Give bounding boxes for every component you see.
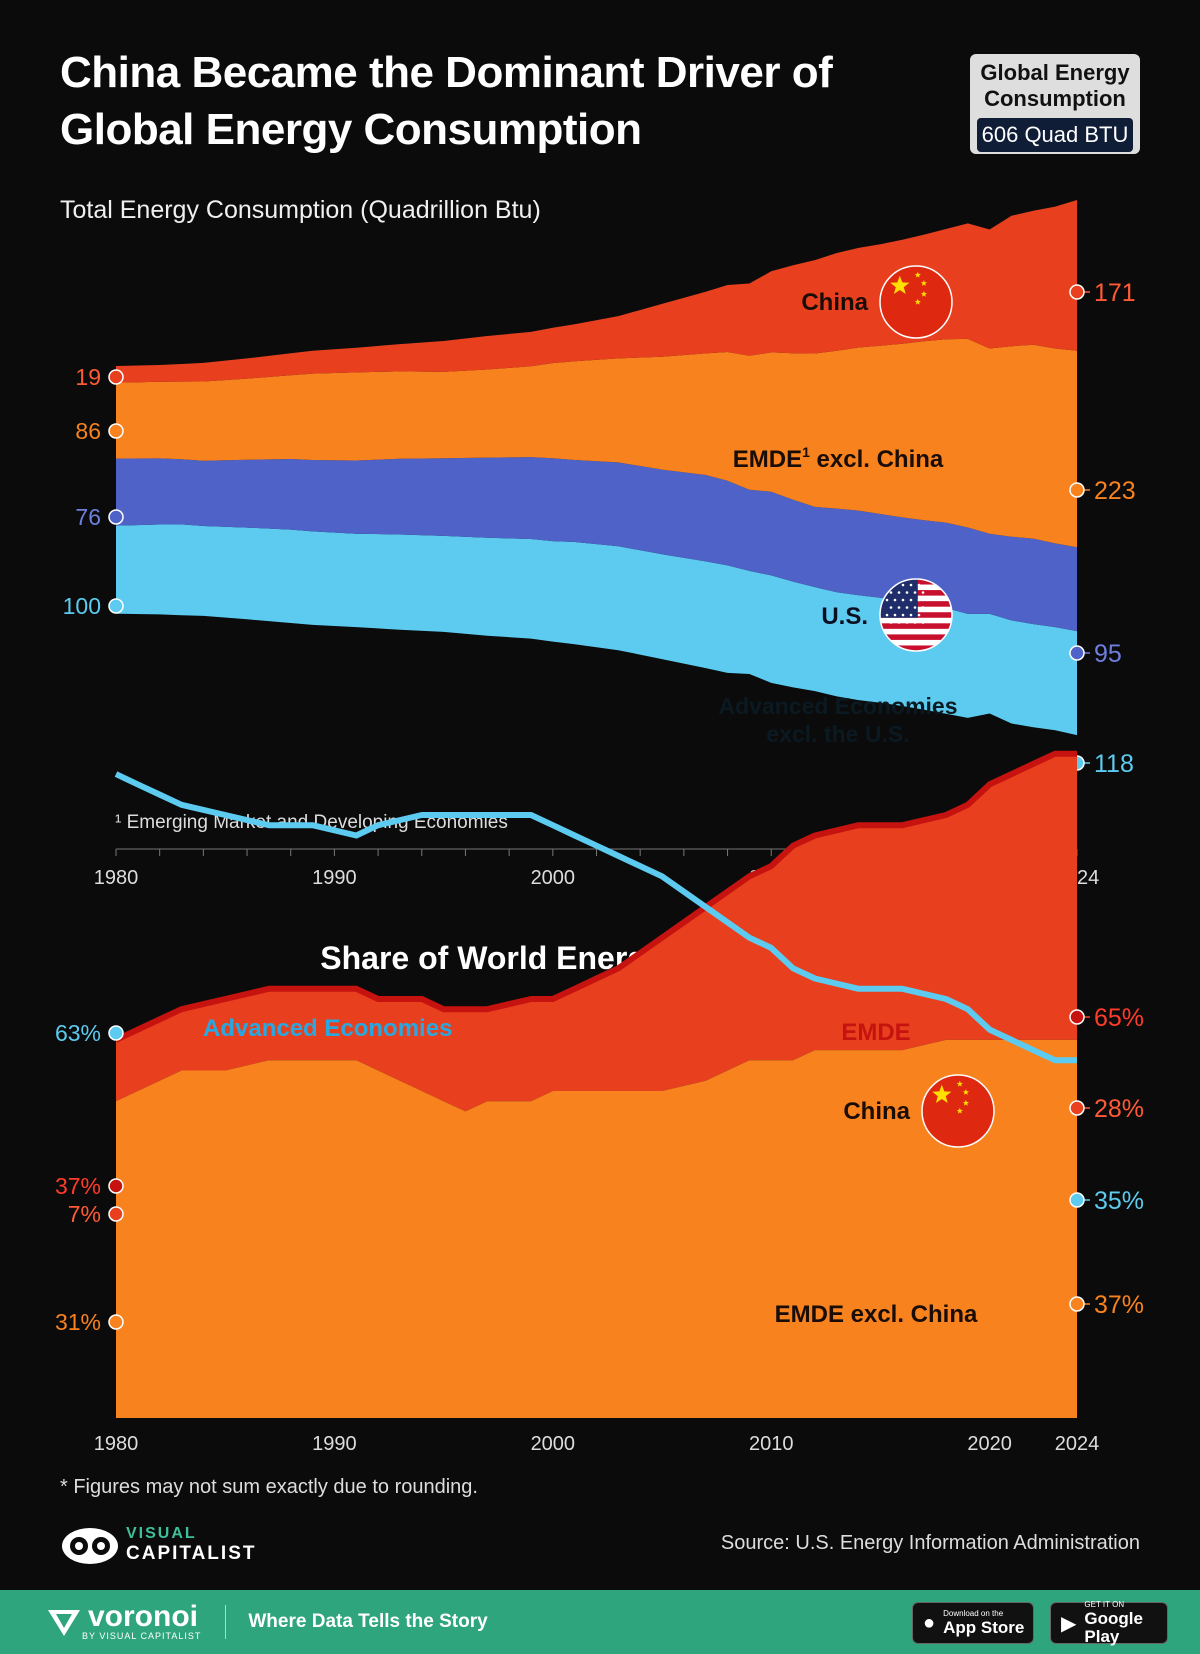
voronoi-icon xyxy=(48,1610,80,1636)
share-end-dot xyxy=(1069,1009,1085,1025)
share-start-label: 7% xyxy=(68,1201,101,1227)
share-start-label: 31% xyxy=(55,1309,101,1335)
share-start-label: 37% xyxy=(55,1173,101,1199)
series-start-dot xyxy=(108,509,124,525)
series-start-dot xyxy=(108,598,124,614)
visual-capitalist-icon xyxy=(62,1528,118,1564)
share-start-dot xyxy=(108,1025,124,1041)
emde-line-label: EMDE xyxy=(841,1019,910,1046)
voronoi-wordmark: voronoi xyxy=(88,1599,198,1633)
china-area-label: China xyxy=(801,289,868,316)
source-note: Source: U.S. Energy Information Administ… xyxy=(720,1532,1140,1554)
x-tick-label: 2020 xyxy=(967,1433,1012,1455)
total-consumption-badge: Global Energy Consumption 606 Quad BTU xyxy=(970,54,1140,154)
voronoi-by-line: BY VISUAL CAPITALIST xyxy=(82,1630,202,1641)
voronoi-logo[interactable]: voronoi BY VISUAL CAPITALIST xyxy=(46,1601,202,1641)
series-start-dot xyxy=(108,369,124,385)
x-tick-label: 1990 xyxy=(312,1433,357,1455)
app-store-small: Download on the xyxy=(943,1609,1004,1618)
series-end-dot xyxy=(1069,482,1085,498)
app-store-button[interactable]: ● Download on the App Store xyxy=(912,1602,1034,1644)
x-tick-label: 2010 xyxy=(749,1433,794,1455)
us-area-label: U.S. xyxy=(821,603,868,630)
advanced-econ-area xyxy=(116,524,1077,736)
china-flag-icon-2 xyxy=(921,1074,995,1148)
share-consumption-chart: 1980 1990 2000 2010 2020 202463%37%7%31%65%28… xyxy=(55,750,1144,1455)
series-start-dot xyxy=(108,423,124,439)
emde-excl-china-share-area xyxy=(116,1039,1077,1418)
vc-line-2: CAPITALIST xyxy=(126,1543,257,1564)
series-end-label: 118 xyxy=(1094,750,1134,778)
google-play-small: GET IT ON xyxy=(1084,1600,1125,1609)
total-consumption-chart: 1980199020002010202020241001187695862231… xyxy=(63,200,1136,889)
series-end-label: 95 xyxy=(1094,640,1122,668)
series-end-label: 223 xyxy=(1094,477,1136,505)
share-end-label: 35% xyxy=(1094,1187,1144,1215)
series-start-label: 86 xyxy=(75,418,101,444)
share-end-label: 65% xyxy=(1094,1004,1144,1032)
emde-area-label: EMDE1 excl. China xyxy=(733,444,944,473)
footer-divider xyxy=(225,1605,227,1639)
google-play-button[interactable]: ▶ GET IT ON Google Play xyxy=(1050,1600,1168,1646)
series-start-label: 100 xyxy=(63,593,101,619)
series-end-label: 171 xyxy=(1094,279,1136,307)
x-tick-label: 2000 xyxy=(531,867,576,889)
us-area xyxy=(116,457,1077,632)
advanced-area-label: Advanced Economies xyxy=(718,693,957,719)
share-start-dot xyxy=(108,1178,124,1194)
china-share-label: China xyxy=(843,1098,910,1125)
china-area xyxy=(116,200,1077,383)
advanced-economies-line-label: Advanced Economies xyxy=(203,1015,452,1042)
app-store-large: App Store xyxy=(943,1618,1025,1637)
page-title: China Became the Dominant Driver of Glob… xyxy=(60,48,833,155)
badge-value: 606 Quad BTU xyxy=(977,118,1133,152)
rounding-note: * Figures may not sum exactly due to rou… xyxy=(60,1476,478,1498)
share-start-label: 63% xyxy=(55,1020,101,1046)
china-share-area xyxy=(116,753,1077,1112)
share-end-dot xyxy=(1069,1296,1085,1312)
us-flag-icon xyxy=(879,578,953,652)
x-tick-label: 2000 xyxy=(531,1433,576,1455)
series-end-dot xyxy=(1069,645,1085,661)
share-start-dot xyxy=(108,1314,124,1330)
share-end-dot xyxy=(1069,1100,1085,1116)
x-tick-label: 1990 xyxy=(312,867,357,889)
badge-line-1: Global Energy xyxy=(980,60,1130,85)
share-end-label: 28% xyxy=(1094,1095,1144,1123)
series-end-dot xyxy=(1069,284,1085,300)
google-play-icon: ▶ xyxy=(1061,1612,1077,1635)
x-tick-label: 1980 xyxy=(94,867,139,889)
x-tick-label: 1980 xyxy=(94,1433,139,1455)
apple-icon: ● xyxy=(923,1611,936,1634)
china-flag-icon xyxy=(879,265,953,339)
advanced-area-label-2: excl. the U.S. xyxy=(766,721,909,747)
visual-capitalist-logo: VISUAL CAPITALIST xyxy=(60,1522,256,1566)
share-end-dot xyxy=(1069,1192,1085,1208)
series-start-label: 19 xyxy=(75,364,101,390)
series-start-label: 76 xyxy=(75,504,101,530)
emde-excl-china-area xyxy=(116,338,1077,548)
share-start-dot xyxy=(108,1206,124,1222)
badge-line-2: Consumption xyxy=(984,86,1126,111)
advanced-share-line xyxy=(114,771,1077,1064)
vc-line-1: VISUAL xyxy=(126,1525,197,1542)
x-tick-label: 2024 xyxy=(1055,1433,1100,1455)
footer-bar: voronoi BY VISUAL CAPITALIST Where Data … xyxy=(0,1590,1200,1654)
tagline: Where Data Tells the Story xyxy=(248,1611,488,1632)
google-play-large: Google Play xyxy=(1084,1609,1143,1646)
emde-excl-china-share-label: EMDE excl. China xyxy=(775,1301,978,1328)
chart1-subtitle: Total Energy Consumption (Quadrillion Bt… xyxy=(60,196,541,224)
emde-share-line xyxy=(114,750,1077,1043)
share-end-label: 37% xyxy=(1094,1291,1144,1319)
